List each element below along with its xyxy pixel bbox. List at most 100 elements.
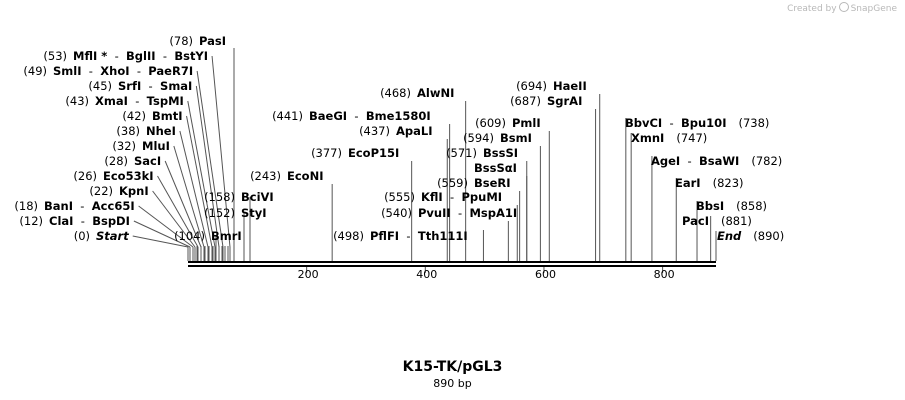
- site-position: (559): [437, 176, 468, 190]
- enzyme-name: BspDI: [92, 214, 130, 228]
- site-position: (881): [721, 214, 752, 228]
- site-position: (43): [65, 94, 89, 108]
- site-position: (28): [104, 154, 128, 168]
- site-label-bcivi: (158) BciVI: [204, 190, 274, 204]
- site-label-bsmi: (594) BsmI: [463, 131, 532, 145]
- site-position: (22): [89, 184, 113, 198]
- cut-site-lines: [132, 48, 717, 261]
- enzyme-name: BssSI: [483, 146, 518, 160]
- site-label-xmai: (43) XmaI - TspMI: [65, 94, 183, 108]
- site-label-pasi: (78) PasI: [169, 34, 226, 48]
- enzyme-name: Tth111I: [418, 229, 468, 243]
- site-position: (152): [204, 206, 235, 220]
- site-position: (441): [272, 109, 303, 123]
- site-label-kfli: (555) KflI - PpuMI: [384, 190, 502, 204]
- enzyme-name: StyI: [241, 206, 267, 220]
- enzyme-name: EcoNI: [287, 169, 323, 183]
- enzyme-name: PpuMI: [462, 190, 503, 204]
- site-position: (782): [751, 154, 782, 168]
- site-position: (571): [446, 146, 477, 160]
- site-label-start: (0) Start: [74, 229, 130, 243]
- enzyme-name: PacI: [682, 214, 709, 228]
- site-label-econi: (243) EcoNI: [250, 169, 323, 183]
- site-position: (594): [463, 131, 494, 145]
- enzyme-name: Bpu10I: [681, 116, 726, 130]
- name-separator: -: [451, 206, 470, 220]
- site-label-eari: EarI (823): [675, 176, 744, 190]
- enzyme-name: SrfI: [118, 79, 141, 93]
- enzyme-name: SacI: [134, 154, 161, 168]
- site-position: (32): [112, 139, 136, 153]
- tick-label: 400: [416, 268, 437, 281]
- enzyme-name: BaeGI: [309, 109, 347, 123]
- site-position: (45): [88, 79, 112, 93]
- enzyme-name: PaeR7I: [148, 64, 193, 78]
- site-position: (26): [73, 169, 97, 183]
- name-separator: -: [107, 49, 126, 63]
- site-label-bani: (18) BanI - Acc65I: [14, 199, 134, 213]
- tick-label: 600: [535, 268, 556, 281]
- site-position: (437): [359, 124, 390, 138]
- site-position: (555): [384, 190, 415, 204]
- site-position: (53): [43, 49, 67, 63]
- enzyme-name: EcoP15I: [348, 146, 399, 160]
- enzyme-name: BsaWI: [699, 154, 739, 168]
- enzyme-name: BbvCI: [625, 116, 662, 130]
- site-position: (158): [204, 190, 235, 204]
- enzyme-name: PasI: [199, 34, 226, 48]
- name-separator: -: [347, 109, 366, 123]
- leader-line: [132, 235, 189, 248]
- enzyme-name: End: [717, 229, 742, 243]
- leader-line: [186, 115, 213, 248]
- site-label-pflfi: (498) PflFI - Tth111I: [333, 229, 468, 243]
- site-position: (738): [738, 116, 769, 130]
- backbone-bottom-strand: [188, 265, 716, 267]
- site-label-haeii: (694) HaeII: [516, 79, 587, 93]
- backbone-top-strand: [188, 261, 716, 263]
- site-position: (0): [74, 229, 90, 243]
- leader-line: [133, 220, 191, 248]
- enzyme-name: BstYI: [174, 49, 208, 63]
- enzyme-name: BanI: [44, 199, 73, 213]
- site-label-pmli: (609) PmlI: [475, 116, 541, 130]
- enzyme-name: SmaI: [160, 79, 192, 93]
- name-separator: -: [156, 49, 175, 63]
- enzyme-name: ApaLI: [396, 124, 433, 138]
- enzyme-name: AgeI: [651, 154, 680, 168]
- enzyme-name: XmaI: [95, 94, 128, 108]
- site-label-agei: AgeI - BsaWI (782): [651, 154, 782, 168]
- site-position: (609): [475, 116, 506, 130]
- site-label-ecop15i: (377) EcoP15I: [311, 146, 399, 160]
- site-label-eco53ki: (26) Eco53kI: [73, 169, 153, 183]
- site-label-pvuii: (540) PvuII - MspA1I: [381, 206, 517, 220]
- leader-line: [164, 160, 202, 248]
- name-separator: -: [443, 190, 462, 204]
- site-label-sgrai: (687) SgrAI: [510, 94, 582, 108]
- tick-label: 800: [654, 268, 675, 281]
- site-label-srfi: (45) SrfI - SmaI: [88, 79, 192, 93]
- site-position: (858): [736, 199, 767, 213]
- enzyme-name: BmtI: [152, 109, 183, 123]
- site-label-bmri: (104) BmrI: [174, 229, 242, 243]
- name-separator: -: [73, 214, 92, 228]
- site-label-bbsi: BbsI (858): [696, 199, 767, 213]
- enzyme-name: PmlI: [512, 116, 541, 130]
- site-position: (38): [116, 124, 140, 138]
- site-position: (243): [250, 169, 281, 183]
- leader-line: [187, 100, 216, 248]
- site-position: (687): [510, 94, 541, 108]
- site-label-bsssi: (571) BssSI: [446, 146, 518, 160]
- enzyme-name: SgrAI: [547, 94, 582, 108]
- linear-map: 200 400 600 800 (78) PasI(53) MflI * - BglII …: [14, 34, 784, 281]
- enzyme-name: BciVI: [241, 190, 274, 204]
- enzyme-name: EarI: [675, 176, 701, 190]
- enzyme-name: MflI *: [73, 49, 107, 63]
- leader-line: [179, 130, 209, 248]
- site-label-bbvci: BbvCI - Bpu10I (738): [625, 116, 769, 130]
- site-label-saci: (28) SacI: [104, 154, 161, 168]
- name-separator: -: [680, 154, 699, 168]
- enzyme-name: ClaI: [49, 214, 73, 228]
- enzyme-name: PvuII: [418, 206, 451, 220]
- site-position: (468): [380, 86, 411, 100]
- ruler-ticks: 200 400 600 800: [298, 267, 675, 281]
